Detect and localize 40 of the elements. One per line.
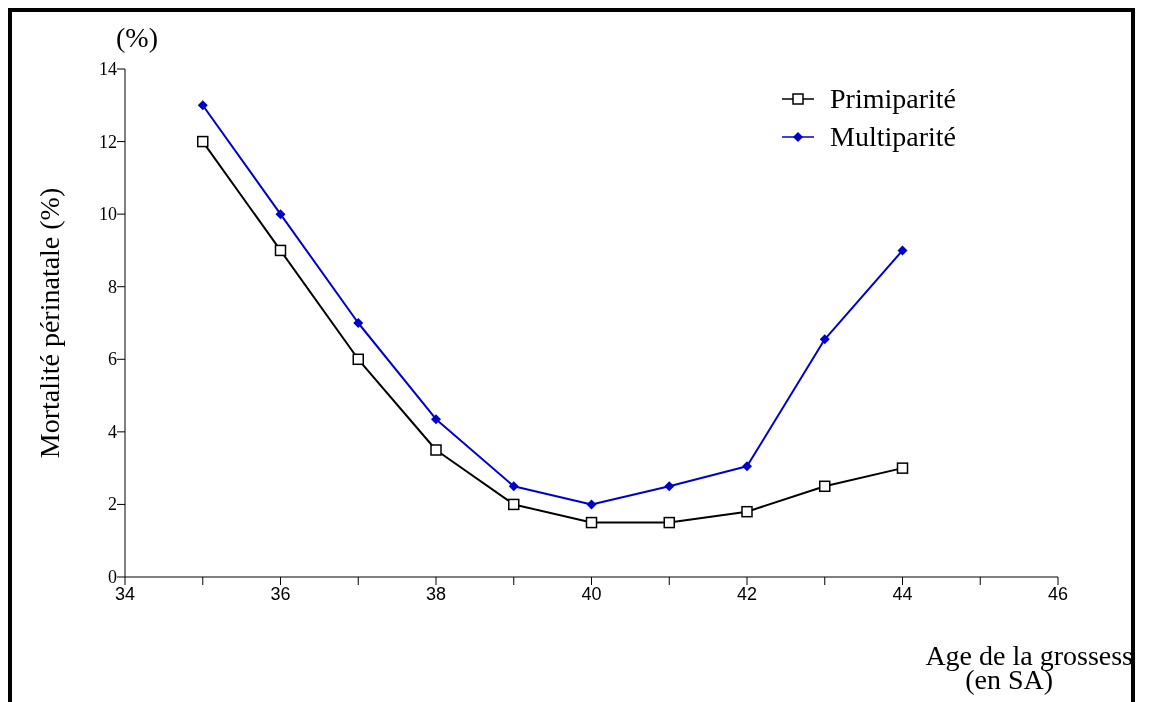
point (352, 353, 364, 366)
point (664, 481, 675, 492)
y-tick-label: 12 (99, 131, 117, 152)
point (430, 444, 442, 456)
legend-label: Multiparité (830, 121, 956, 153)
point (819, 334, 830, 345)
point (274, 244, 287, 257)
y-axis-title: Mortalité périnatale (%) (33, 187, 65, 459)
point (275, 209, 286, 220)
point (585, 516, 598, 529)
point (508, 498, 520, 511)
point (897, 245, 908, 256)
y-tick-label: 2 (108, 494, 117, 515)
point (741, 505, 753, 518)
point (896, 462, 909, 474)
x-tick-label: 44 (892, 583, 913, 604)
point (197, 100, 208, 111)
point (819, 480, 831, 493)
y-tick-label: 0 (108, 567, 117, 587)
x-tick-label: 40 (581, 583, 602, 604)
point (742, 461, 752, 472)
y-tick-label: 14 (99, 59, 117, 79)
text: (%) (116, 22, 158, 54)
x-tick-label: 46 (1047, 583, 1069, 604)
point (197, 135, 209, 148)
point (508, 481, 519, 492)
point (586, 499, 597, 510)
x-tick-label: 36 (270, 583, 291, 604)
y-tick-label: 10 (99, 204, 117, 225)
point (663, 516, 675, 529)
y-tick-label: 4 (108, 421, 117, 442)
y-tick-label: 8 (108, 276, 117, 297)
x-axis-title: Age de la grossess (en SA) (925, 640, 1133, 695)
x-tick-label: 34 (114, 583, 136, 604)
x-tick-label: 38 (425, 583, 447, 604)
point (353, 318, 364, 328)
point (431, 414, 441, 425)
legend-label: Primiparité (830, 83, 956, 115)
y-tick-label: 6 (108, 349, 117, 370)
x-tick-label: 42 (736, 583, 758, 604)
